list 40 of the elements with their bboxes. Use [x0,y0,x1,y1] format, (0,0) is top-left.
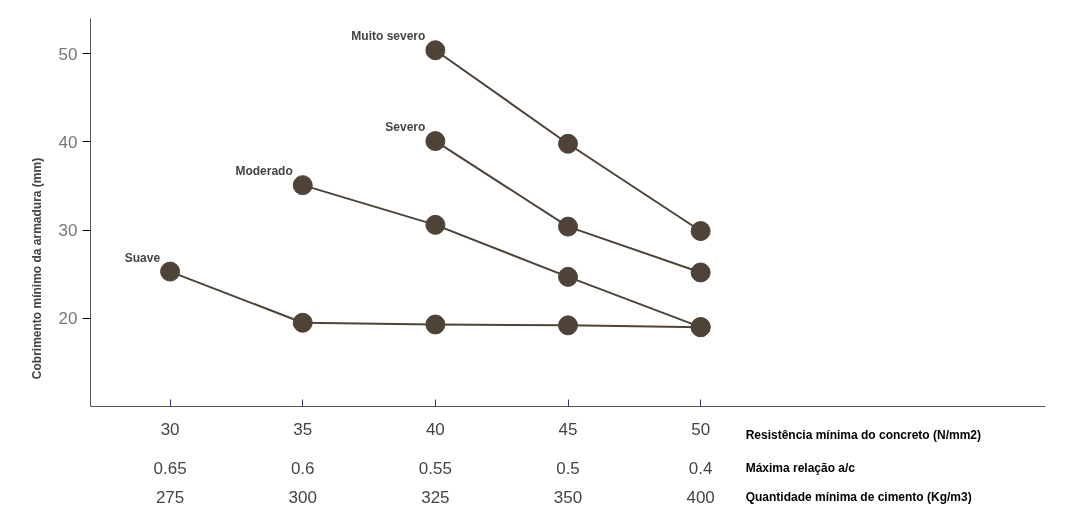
point [160,261,181,282]
point [425,40,446,61]
text: Quantidade mínima de cimento (Kg/m3) [745,489,972,504]
point [558,216,578,237]
series-label: Muito severo [351,29,426,44]
text: 275 [155,487,185,507]
point [558,133,578,154]
point [292,312,313,333]
text: 325 [421,487,450,507]
y-tick-label: 50 [58,44,78,64]
text: 0.65 [153,458,187,478]
y-tick-label: 20 [58,309,78,329]
x-tick-label: 30 [160,419,180,439]
point [558,315,578,336]
point [425,214,446,235]
x-tick-label: 45 [558,419,578,439]
point [690,262,711,283]
series-label: Moderado [235,164,293,179]
point [690,221,711,241]
y-tick-label: 40 [58,132,78,152]
text: 0.55 [418,458,452,478]
text: Máxima relação a/c [745,460,856,475]
x-tick-label: 50 [691,419,711,439]
x-axis-title: Resistência mínima do concreto (N/mm2) [745,427,982,442]
y-tick-label: 30 [58,221,78,241]
y-axis-title: Cobrimento mínimo da armadura (mm) [29,157,44,380]
point [558,266,578,287]
text: 0.6 [290,458,315,478]
point [292,175,313,196]
x-tick-label: 35 [293,419,313,439]
point [425,131,446,152]
text: 400 [686,487,715,507]
point [425,314,446,335]
series-label: Severo [385,120,426,135]
series-label: Suave [124,250,161,265]
text: 0.5 [556,458,580,478]
text: 300 [288,487,317,507]
x-tick-label: 40 [425,419,445,439]
text: 0.4 [688,458,713,478]
text: 350 [553,487,583,507]
